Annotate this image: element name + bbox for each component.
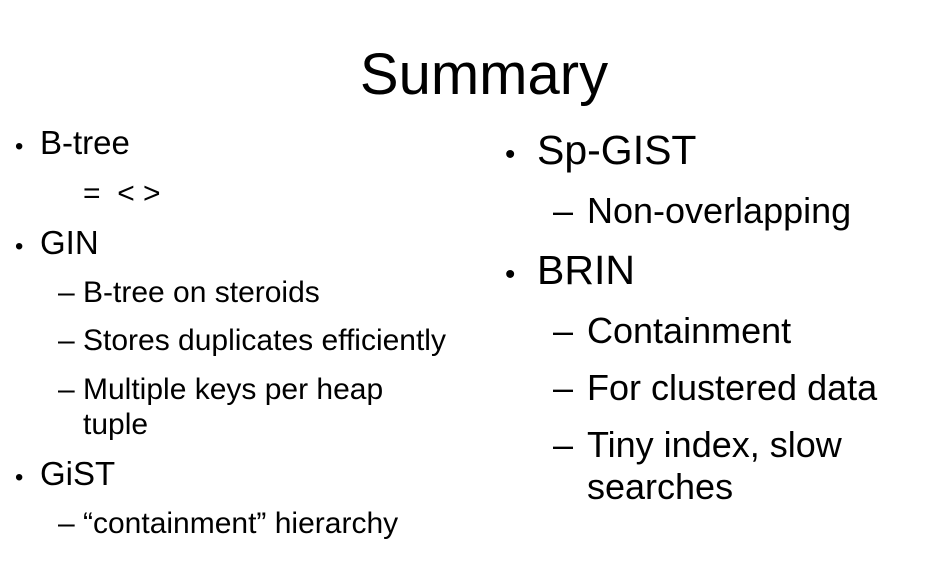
list-item: • BRIN (505, 247, 930, 295)
bullet-icon: • (505, 138, 516, 171)
bullet-icon: • (15, 232, 24, 260)
list-item-text: “containment” hierarchy (83, 507, 399, 541)
list-item: – B-tree on steroids (15, 275, 475, 310)
list-item-text: Non-overlapping (587, 189, 852, 231)
list-item: – Containment (505, 310, 930, 352)
list-item: – Non-overlapping (505, 190, 930, 232)
bullet-icon: • (505, 258, 516, 292)
dash-icon: – (553, 189, 574, 231)
dash-icon: – (58, 324, 75, 358)
list-item: • GIN (15, 224, 475, 263)
list-item-text: Containment (587, 310, 792, 352)
list-item-text: BRIN (537, 247, 635, 294)
list-item-text: B-tree (40, 124, 130, 161)
list-item: – Tiny index, slow searches (505, 424, 930, 508)
list-item-text: Sp-GIST (537, 127, 697, 173)
list-item-text: Multiple keys per heap tuple (83, 372, 384, 441)
content-column-left: • B-tree = < > • GIN – B-tree on steroid… (15, 124, 475, 554)
list-item: • GiST (15, 455, 475, 494)
bullet-icon: • (15, 463, 24, 491)
dash-icon: – (553, 367, 574, 409)
dash-icon: – (553, 310, 574, 352)
content-column-right: • Sp-GIST – Non-overlapping • BRIN – Con… (505, 127, 930, 523)
list-item-text: Tiny index, slow searches (587, 424, 842, 508)
list-item-text: GiST (40, 454, 116, 492)
dash-icon: – (58, 276, 75, 310)
list-item: – “containment” hierarchy (15, 506, 475, 541)
list-item: • Sp-GIST (505, 127, 930, 175)
list-item-text: B-tree on steroids (83, 276, 320, 310)
slide-title: Summary (359, 41, 609, 107)
list-item-text: = < > (83, 176, 161, 210)
list-item: – Multiple keys per heap tuple (15, 372, 475, 442)
list-item: – For clustered data (505, 367, 930, 409)
list-item: – Stores duplicates efficiently (15, 323, 475, 358)
list-item-text: Stores duplicates efficiently (83, 324, 446, 358)
list-item-text: For clustered data (587, 367, 878, 409)
dash-icon: – (58, 507, 75, 541)
list-item-text: GIN (40, 223, 99, 261)
dash-icon: – (58, 372, 75, 406)
list-item: • B-tree (15, 124, 475, 163)
dash-icon: – (553, 424, 574, 466)
list-item: = < > (15, 176, 475, 211)
bullet-icon: • (15, 133, 24, 160)
